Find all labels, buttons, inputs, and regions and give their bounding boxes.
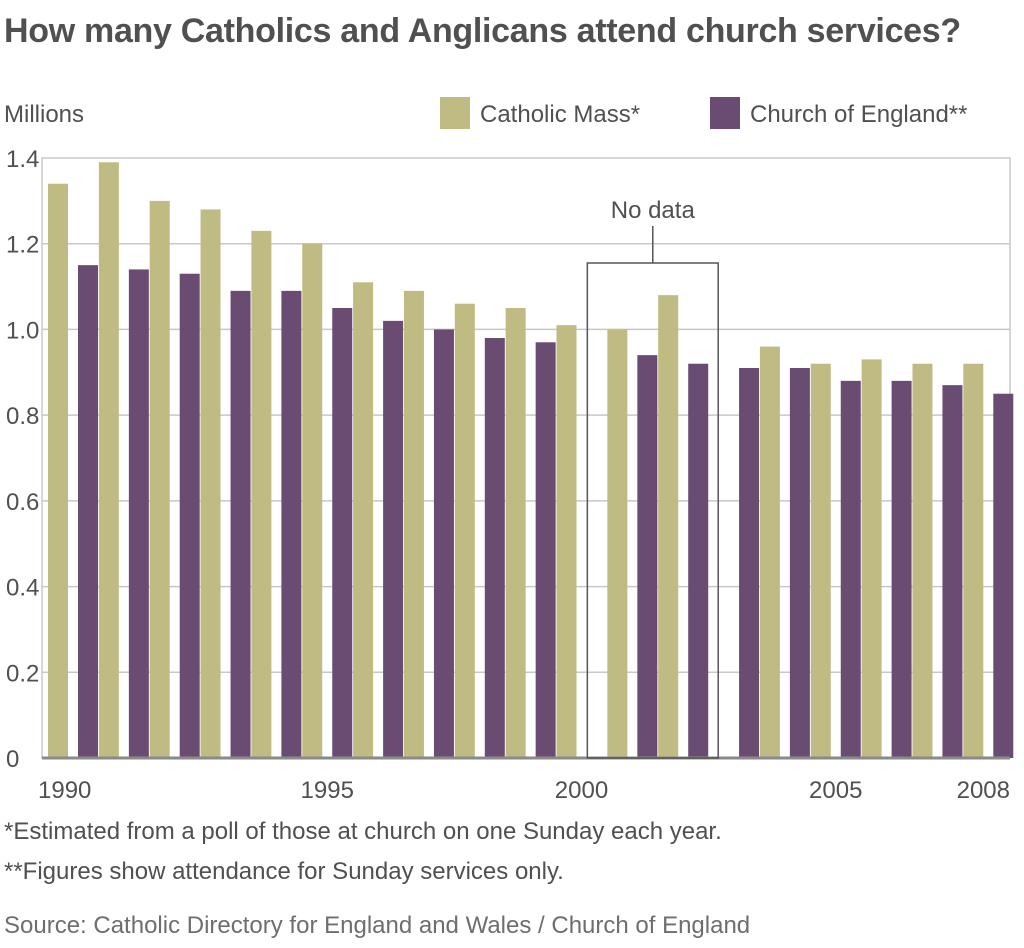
x-tick-label: 2008 <box>957 777 1010 804</box>
bar-catholic-mass-2005 <box>810 363 831 758</box>
bar-catholic-mass-2000 <box>556 325 577 758</box>
bar-church-of-england-2001 <box>637 355 658 758</box>
bar-catholic-mass-1991 <box>98 162 119 759</box>
bar-church-of-england-1990 <box>78 265 98 758</box>
y-tick-label: 0 <box>6 746 19 773</box>
bar-church-of-england-2005 <box>840 380 861 758</box>
bar-catholic-mass-1999 <box>505 308 526 758</box>
bar-church-of-england-1993 <box>230 290 251 758</box>
bar-catholic-mass-2006 <box>861 359 882 758</box>
bar-church-of-england-2003 <box>739 368 760 758</box>
bar-catholic-mass-2001 <box>607 329 628 758</box>
bar-church-of-england-1995 <box>332 308 353 758</box>
bar-church-of-england-1997 <box>433 329 454 758</box>
bar-church-of-england-1996 <box>383 320 404 758</box>
source-note: Source: Catholic Directory for England a… <box>4 912 751 939</box>
y-tick-label: 1.4 <box>6 146 39 173</box>
bar-church-of-england-2002 <box>688 363 709 758</box>
x-tick-label: 2000 <box>555 777 608 804</box>
chart-title: How many Catholics and Anglicans attend … <box>4 12 961 50</box>
legend-swatch-catholic-mass <box>440 97 470 129</box>
footnote-catholic: *Estimated from a poll of those at churc… <box>4 818 722 845</box>
legend-swatch-church-of-england <box>710 97 740 129</box>
bar-catholic-mass-1996 <box>353 282 374 758</box>
no-data-label: No data <box>611 197 696 224</box>
bar-catholic-mass-1992 <box>149 200 170 758</box>
y-axis-label: Millions <box>4 101 84 128</box>
bar-catholic-mass-2002 <box>658 295 679 758</box>
y-tick-label: 1.2 <box>6 232 39 259</box>
y-tick-label: 1.0 <box>6 317 39 344</box>
bar-church-of-england-2006 <box>891 380 912 758</box>
bar-catholic-mass-1995 <box>302 243 323 758</box>
bar-church-of-england-1998 <box>484 338 505 758</box>
x-tick-label: 2005 <box>809 777 862 804</box>
bar-church-of-england-1991 <box>128 269 149 758</box>
y-tick-label: 0.4 <box>6 575 39 602</box>
x-tick-label: 1990 <box>38 777 91 804</box>
y-tick-label: 0.2 <box>6 660 39 687</box>
bar-catholic-mass-1998 <box>454 303 475 758</box>
bar-church-of-england-2004 <box>789 368 810 758</box>
bar-catholic-mass-2004 <box>759 346 780 758</box>
legend-label-church-of-england: Church of England** <box>750 101 967 128</box>
bar-catholic-mass-1997 <box>403 290 424 758</box>
bar-catholic-mass-1994 <box>251 230 272 758</box>
x-tick-label: 1995 <box>301 777 354 804</box>
footnote-church-of-england: **Figures show attendance for Sunday ser… <box>4 858 564 885</box>
y-tick-label: 0.8 <box>6 403 39 430</box>
bar-church-of-england-1999 <box>535 342 556 758</box>
bar-church-of-england-2007 <box>942 385 963 758</box>
bar-church-of-england-1992 <box>179 273 200 758</box>
legend-label-catholic-mass: Catholic Mass* <box>480 101 640 128</box>
bar-catholic-mass-1990 <box>48 183 68 758</box>
bar-catholic-mass-2007 <box>912 363 933 758</box>
bar-catholic-mass-2008 <box>963 363 984 758</box>
y-tick-label: 0.6 <box>6 489 39 516</box>
bar-catholic-mass-1993 <box>200 209 221 758</box>
bar-church-of-england-2008 <box>993 393 1014 758</box>
bar-church-of-england-1994 <box>281 290 302 758</box>
